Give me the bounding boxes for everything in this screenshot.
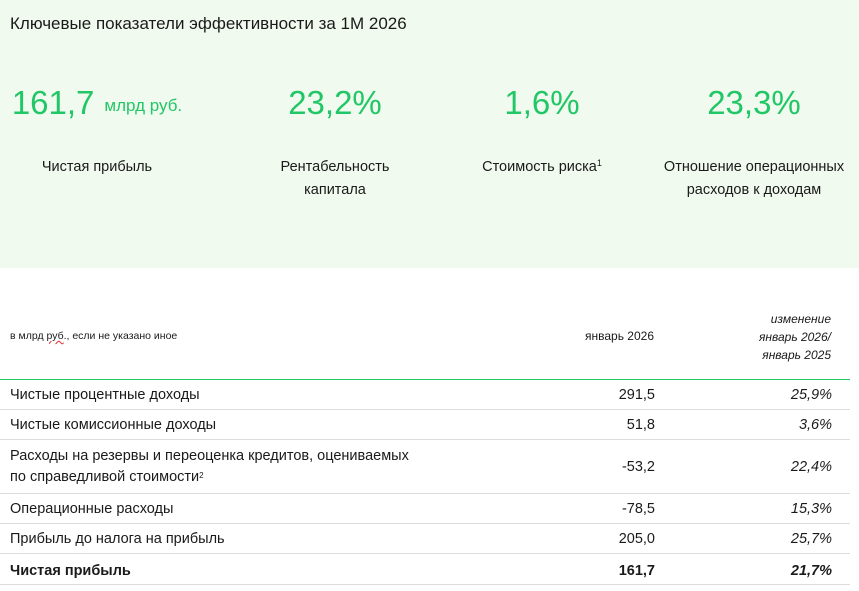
table-row: Расходы на резервы и переоценка кредитов…: [0, 440, 850, 494]
kpi-label: Чистая прибыль: [41, 159, 153, 175]
kpi-label-text: Стоимость риска: [482, 159, 597, 175]
table-body: Чистые процентные доходы 291,5 25,9% Чис…: [0, 380, 850, 585]
table-row-total: Чистая прибыль 161,7 21,7%: [0, 554, 850, 585]
table-row: Прибыль до налога на прибыль 205,0 25,7%: [0, 524, 850, 554]
row-label: Чистые комиссионные доходы: [10, 417, 217, 433]
footnote-marker: 2: [199, 471, 204, 480]
kpi-unit: млрд руб.: [104, 96, 183, 115]
kpi-value: 161,7 млрд руб.: [0, 80, 214, 126]
row-value: 291,5: [618, 387, 655, 403]
kpi-value: 23,3%: [647, 80, 859, 126]
kpi-value: 1,6%: [435, 80, 649, 126]
kpi-roe: 23,2% Рентабельность капитала: [228, 80, 442, 202]
row-value: 161,7: [618, 563, 655, 579]
row-value: -78,5: [621, 501, 655, 517]
row-change: 25,9%: [790, 387, 832, 403]
kpi-net-profit: 161,7 млрд руб. Чистая прибыль: [0, 80, 214, 179]
kpi-cost-of-risk: 1,6% Стоимость риска1: [435, 80, 649, 179]
row-label-text: Расходы на резервы и переоценка кредитов…: [10, 448, 409, 485]
panel-title: Ключевые показатели эффективности за 1М …: [10, 14, 407, 33]
table-row: Чистые комиссионные доходы 51,8 3,6%: [0, 410, 850, 440]
kpi-label: Рентабельность капитала: [280, 159, 390, 198]
financial-table: в млрд руб., если не указано иное январь…: [0, 268, 859, 591]
table-row: Чистые процентные доходы 291,5 25,9%: [0, 380, 850, 410]
kpi-number: 23,3%: [707, 84, 801, 121]
kpi-number: 23,2%: [288, 84, 382, 121]
row-label: Чистые процентные доходы: [10, 387, 200, 403]
row-change: 15,3%: [790, 501, 832, 517]
row-change: 22,4%: [790, 459, 832, 475]
row-label: Операционные расходы: [10, 501, 174, 517]
kpi-label: Стоимость риска1: [435, 156, 649, 179]
kpi-cost-income-ratio: 23,3% Отношение операционных расходов к д…: [647, 80, 859, 202]
kpi-number: 161,7: [11, 84, 95, 121]
kpi-value: 23,2%: [228, 80, 442, 126]
column-header-change: изменение январь 2026/ январь 2025: [759, 310, 831, 364]
units-note-spellcheck-word: руб: [46, 330, 64, 342]
row-value: 51,8: [626, 417, 655, 433]
footnote-marker: 1: [596, 158, 602, 168]
row-change: 25,7%: [790, 531, 832, 547]
column-header-change-line: январь 2026/: [758, 330, 831, 344]
units-note-suffix: ., если не указано иное: [63, 330, 178, 342]
column-header-change-line: изменение: [770, 312, 831, 326]
header-divider: [0, 379, 850, 380]
kpi-number: 1,6%: [504, 84, 580, 121]
column-header-period: январь 2026: [585, 329, 654, 343]
units-note: в млрд руб., если не указано иное: [10, 330, 177, 342]
units-note-prefix: в млрд: [10, 330, 47, 342]
row-change: 21,7%: [790, 563, 832, 579]
row-value: 205,0: [618, 531, 655, 547]
row-change: 3,6%: [798, 417, 832, 433]
column-header-change-line: январь 2025: [762, 348, 831, 362]
row-label: Чистая прибыль: [10, 563, 131, 579]
row-value: -53,2: [621, 459, 655, 475]
row-label: Расходы на резервы и переоценка кредитов…: [10, 446, 450, 488]
row-label: Прибыль до налога на прибыль: [10, 531, 225, 547]
table-row: Операционные расходы -78,5 15,3%: [0, 494, 850, 524]
kpi-label: Отношение операционных расходов к доходам: [663, 159, 845, 198]
kpi-panel: Ключевые показатели эффективности за 1М …: [0, 0, 859, 268]
